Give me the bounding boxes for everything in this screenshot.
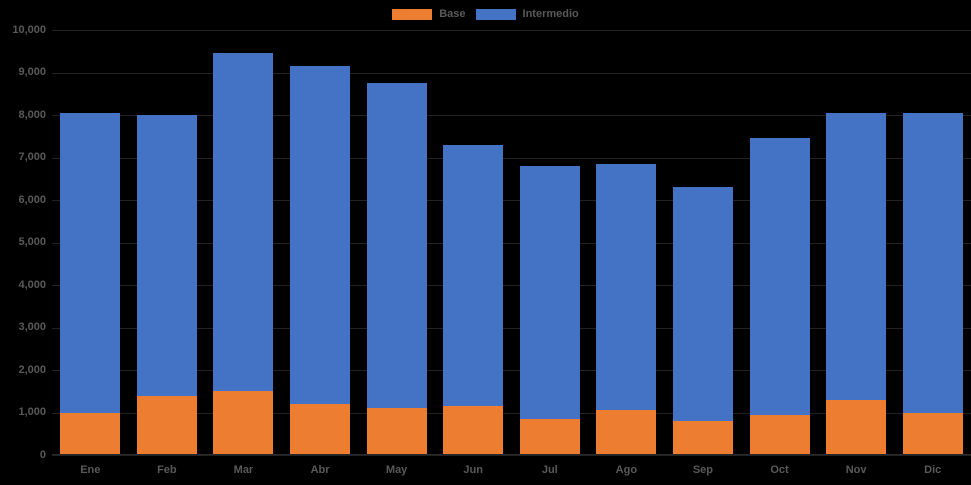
x-axis-label-ago: Ago xyxy=(615,464,638,476)
x-axis-label-sep: Sep xyxy=(692,464,714,476)
legend-item-intermedio: Intermedio xyxy=(475,8,579,21)
bar-segment-intermedio-abr xyxy=(290,66,351,404)
legend-swatch-intermedio xyxy=(475,9,516,20)
legend-item-base: Base xyxy=(392,8,466,21)
gridline xyxy=(52,327,971,329)
y-axis-tick-label: 6,000 xyxy=(18,193,46,206)
plot-area xyxy=(52,30,971,456)
bar-segment-intermedio-may xyxy=(366,83,427,409)
bar-segment-base-dic xyxy=(902,412,963,455)
y-axis-tick-label: 3,000 xyxy=(18,321,46,333)
bar-segment-intermedio-nov xyxy=(826,112,887,400)
bar-segment-base-oct xyxy=(749,414,810,455)
bar-segment-base-jun xyxy=(443,406,504,455)
y-axis-tick-label: 1,000 xyxy=(18,406,46,418)
bar-segment-intermedio-jun xyxy=(443,144,504,407)
chart-legend: Base Intermedio xyxy=(0,8,971,21)
bar-segment-base-abr xyxy=(290,404,351,455)
y-axis-tick-label: 9,000 xyxy=(18,66,46,78)
bar-segment-base-sep xyxy=(672,421,733,455)
y-axis-tick-label: 4,000 xyxy=(18,278,46,291)
x-axis-label-ene: Ene xyxy=(80,464,101,476)
y-axis-tick-label: 2,000 xyxy=(18,363,46,376)
x-axis-label-nov: Nov xyxy=(845,464,867,476)
bar-segment-intermedio-oct xyxy=(749,138,810,415)
bar-segment-intermedio-feb xyxy=(136,115,197,396)
gridline xyxy=(52,242,971,244)
bar-segment-base-ene xyxy=(60,412,121,455)
gridline xyxy=(52,285,971,286)
x-axis-label-dic: Dic xyxy=(924,464,942,476)
bar-segment-base-may xyxy=(366,408,427,455)
bar-segment-base-nov xyxy=(826,399,887,455)
x-axis-label-mar: Mar xyxy=(233,464,254,476)
gridline xyxy=(52,412,971,414)
x-axis-label-jun: Jun xyxy=(463,464,483,476)
x-axis-line xyxy=(52,454,971,455)
legend-swatch-base xyxy=(392,9,433,20)
gridline xyxy=(52,72,971,74)
y-axis-tick-label: 0 xyxy=(39,448,46,461)
bar-segment-base-jul xyxy=(519,418,580,455)
legend-label-intermedio: Intermedio xyxy=(522,8,579,20)
bar-segment-intermedio-ago xyxy=(596,163,657,411)
bar-segment-intermedio-mar xyxy=(213,53,274,392)
gridline xyxy=(52,115,971,116)
gridline xyxy=(52,30,971,31)
bar-segment-base-mar xyxy=(213,391,274,455)
bar-segment-base-ago xyxy=(596,410,657,455)
bar-segment-intermedio-jul xyxy=(519,166,580,419)
gridline xyxy=(52,157,971,159)
y-axis-tick-label: 8,000 xyxy=(18,108,46,121)
y-axis-tick-label: 5,000 xyxy=(18,236,46,248)
x-axis-label-oct: Oct xyxy=(770,464,789,476)
gridline xyxy=(52,200,971,201)
gridline xyxy=(52,370,971,371)
x-axis-label-jul: Jul xyxy=(541,464,558,476)
x-axis-label-may: May xyxy=(385,464,408,476)
x-axis-label-abr: Abr xyxy=(310,464,330,476)
bar-segment-base-feb xyxy=(136,395,197,455)
x-axis-label-feb: Feb xyxy=(157,464,177,476)
y-axis-tick-label: 10,000 xyxy=(12,23,46,36)
bar-segment-intermedio-dic xyxy=(902,112,963,413)
legend-label-base: Base xyxy=(439,8,466,20)
bar-segment-intermedio-ene xyxy=(60,112,121,413)
gridline xyxy=(52,455,971,456)
y-axis-tick-label: 7,000 xyxy=(18,151,46,163)
bar-segment-intermedio-sep xyxy=(672,187,733,421)
